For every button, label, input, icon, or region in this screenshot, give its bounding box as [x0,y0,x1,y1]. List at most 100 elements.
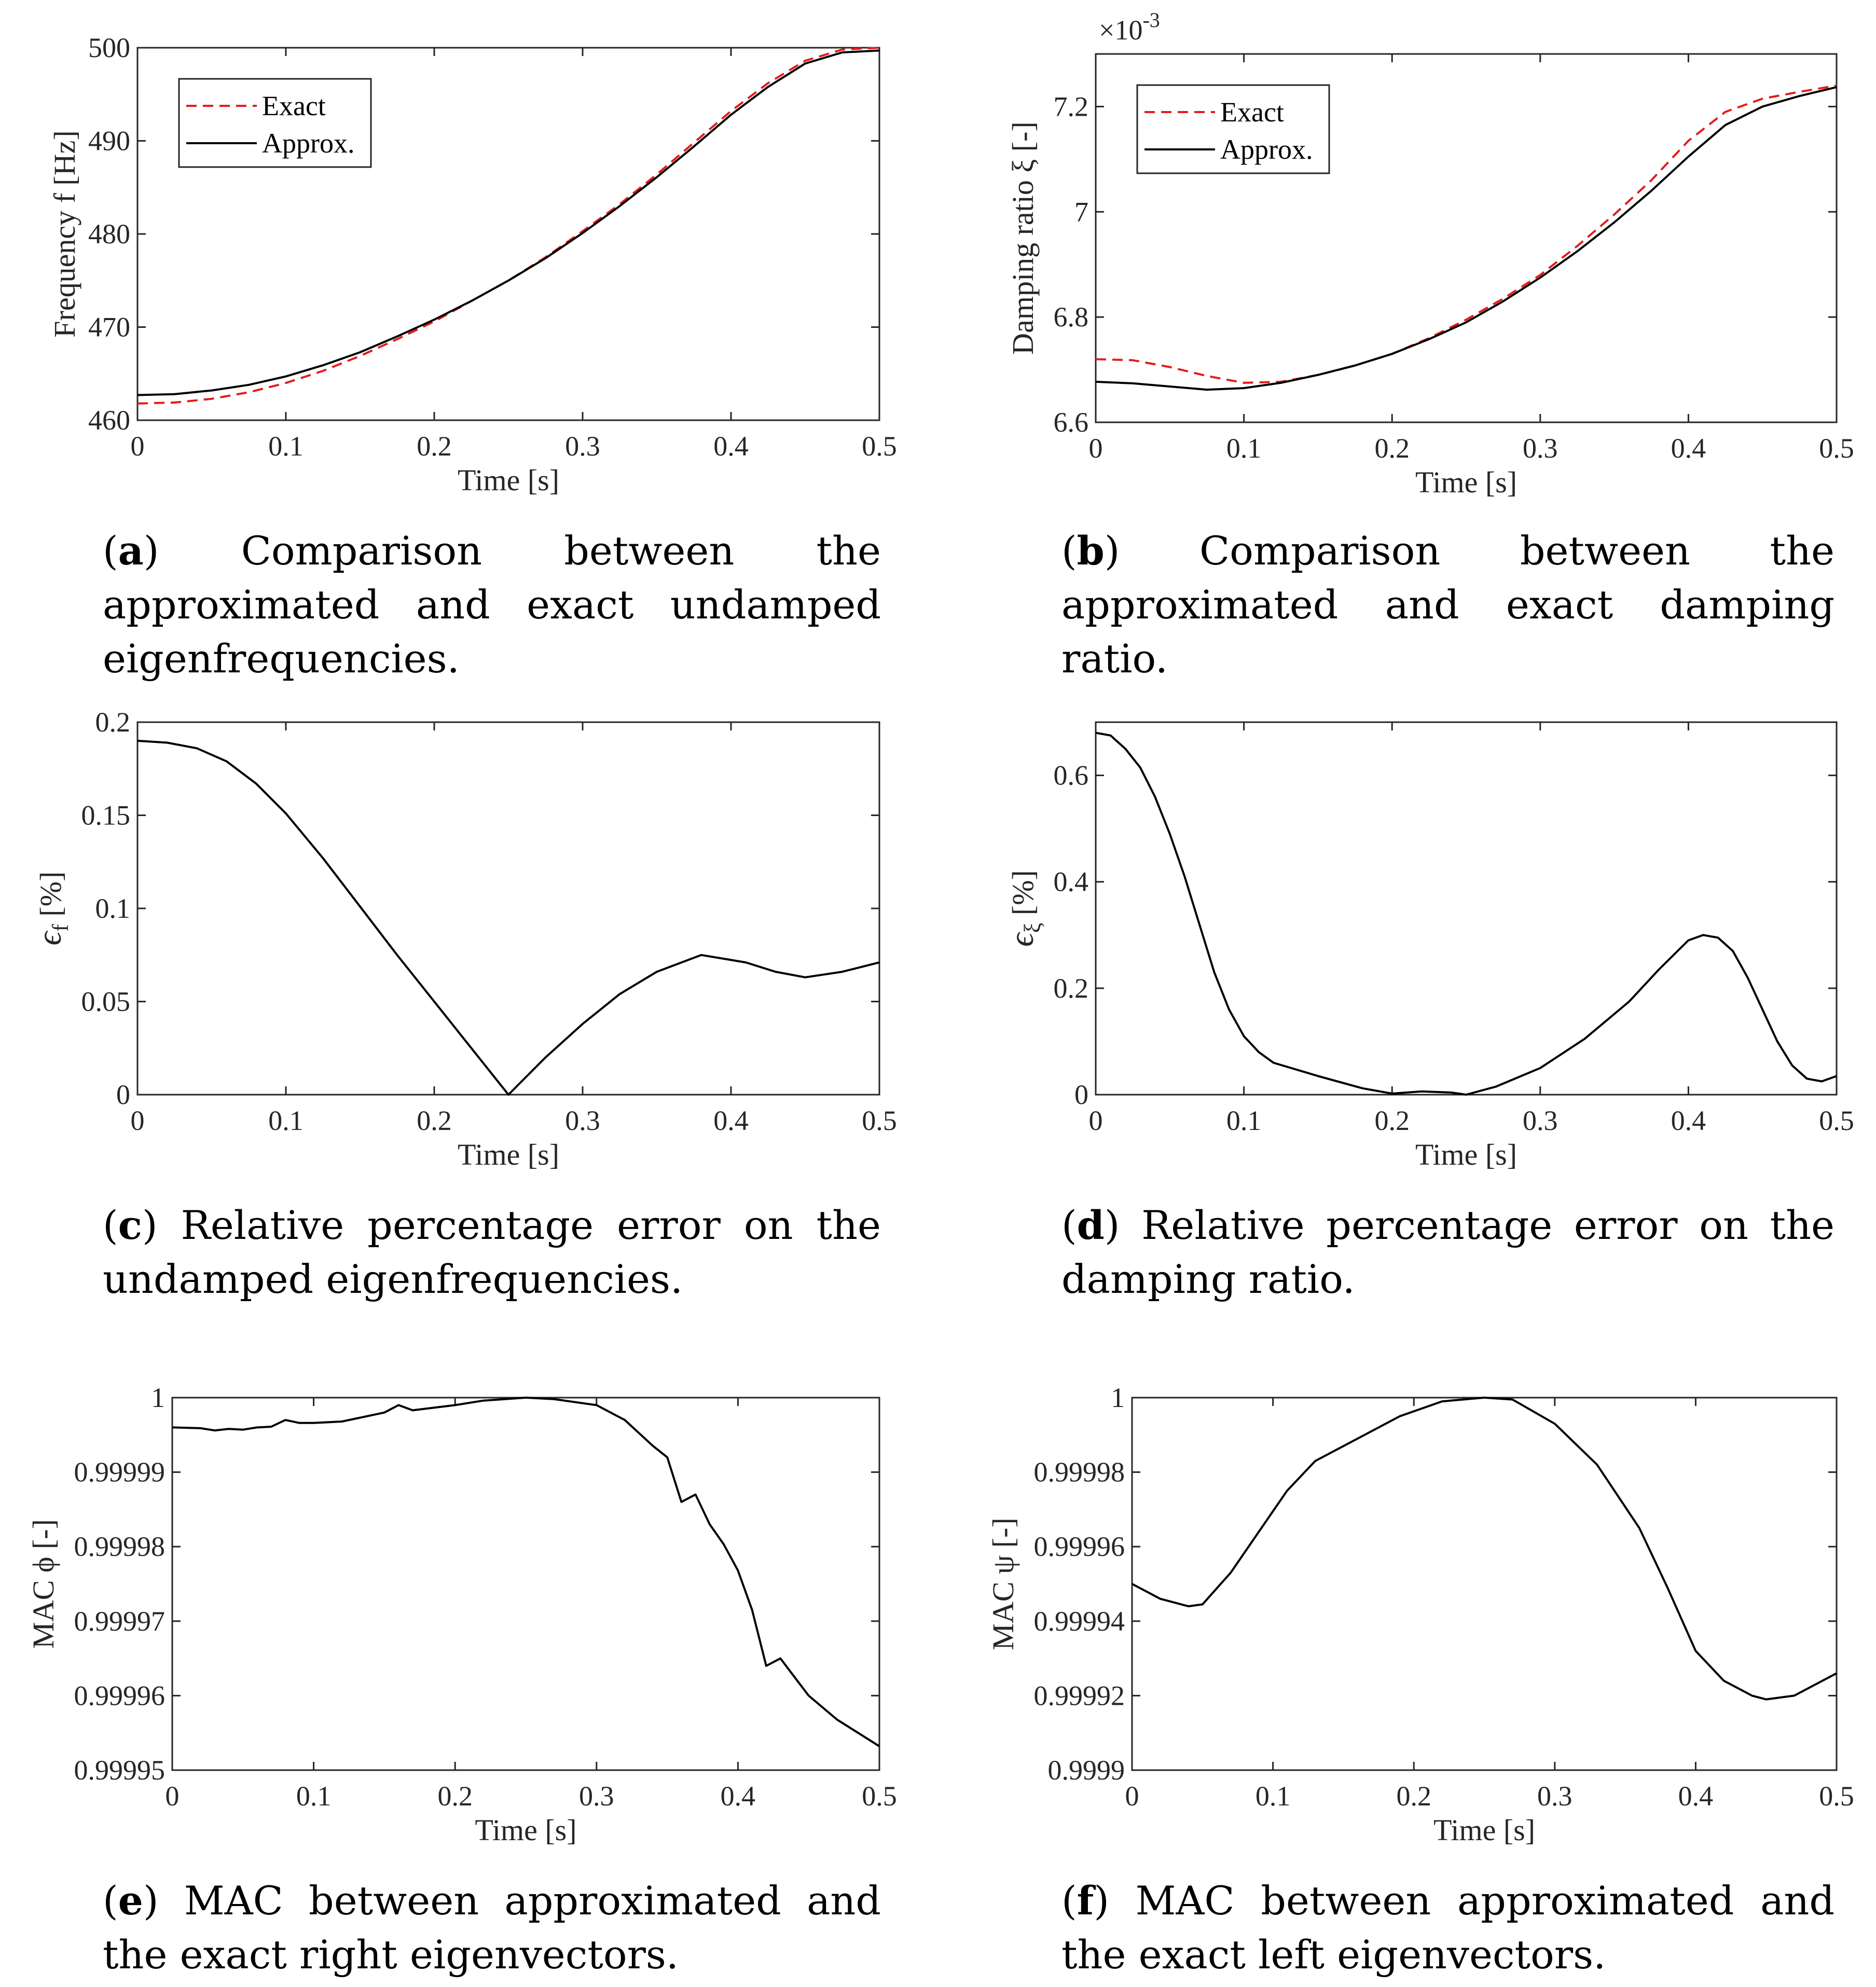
x-tick-label: 0.5 [1819,433,1854,464]
x-tick-label: 0.3 [1537,1781,1572,1812]
legend-box [178,78,372,168]
legend-entry: Exact [262,90,326,121]
y-tick-label: 1 [151,1382,165,1413]
x-tick-label: 0.3 [565,431,600,462]
x-tick-label: 0.3 [1523,1105,1558,1136]
caption-a: (a) Comparison between the approximated … [103,528,881,682]
x-axis-label: Time [s] [1415,1138,1517,1171]
caption-text: MAC between approximated and the exact l… [1061,1878,1834,1978]
caption-f: (f) MAC between approximated and the exa… [1061,1878,1834,1978]
y-axis-label: Damping ratio ξ [-] [1006,121,1040,354]
x-axis-label: Time [s] [458,463,559,497]
axes-box [1095,721,1838,1096]
y-tick-label: 490 [88,126,130,157]
caption-label: d [1077,1202,1105,1248]
x-tick-label: 0.4 [1671,1105,1706,1136]
x-tick-label: 0.4 [721,1781,756,1812]
chart-e: 0 0.1 0.2 0.3 0.4 0.5 0.99995 0.99996 0.99997 0.9… [26,1382,897,1847]
y-axis-label: ϵξ [%] [1003,870,1045,947]
y-axis-label: MAC ϕ [-] [26,1519,60,1649]
axes-box [1095,53,1838,423]
y-exponent: ×10-3 [1099,8,1160,46]
x-tick-label: 0.4 [713,431,749,462]
caption-label: e [118,1878,144,1924]
y-tick-label: 6.6 [1054,407,1089,438]
x-tick-label: 0.5 [862,1781,897,1812]
x-tick-label: 0 [1089,1105,1103,1136]
x-tick-label: 0 [131,1105,145,1136]
y-tick-label: 0.99997 [74,1606,165,1637]
x-tick-label: 0.1 [1226,1105,1262,1136]
x-tick-label: 0 [165,1781,180,1812]
chart-f: 0 0.1 0.2 0.3 0.4 0.5 0.9999 0.99992 0.99994 0.99… [986,1382,1854,1847]
y-tick-label: 470 [88,312,130,343]
y-tick-label: 0 [1074,1079,1088,1110]
caption-label: c [118,1202,142,1248]
y-tick-label: 0.99998 [1034,1457,1125,1488]
y-tick-label: 460 [88,405,130,436]
series-line-approx [1095,86,1837,391]
y-tick-label: 0.99995 [74,1755,165,1786]
x-tick-label: 0.1 [296,1781,332,1812]
y-tick-label: 0.99998 [74,1531,165,1562]
series-line-main [137,739,880,1096]
legend-box [1136,84,1330,174]
x-tick-label: 0.2 [1374,433,1410,464]
caption-text: Relative percentage error on the damping… [1061,1202,1834,1302]
legend-entry: Exact [1220,96,1284,128]
y-tick-label: 0.15 [81,800,131,831]
y-axis-label: Frequency f [Hz] [48,130,81,337]
x-tick-label: 0.3 [565,1105,600,1136]
y-tick-label: 0 [116,1079,130,1110]
legend-entry: Approx. [262,128,354,159]
series-line-main [172,1397,880,1747]
y-tick-label: 0.99996 [74,1680,165,1711]
y-axis-label: ϵf [%] [31,872,73,946]
y-tick-label: 0.99992 [1034,1680,1125,1711]
x-tick-label: 0.4 [1678,1781,1714,1812]
x-tick-label: 0.1 [268,431,304,462]
y-tick-label: 0.6 [1054,760,1089,791]
caption-text: Comparison between the approximated and … [103,528,881,682]
y-tick-label: 0.99999 [74,1457,165,1488]
y-tick-label: 0.2 [95,707,131,738]
y-tick-label: 0.99996 [1034,1531,1125,1562]
x-tick-label: 0.2 [417,431,452,462]
x-tick-label: 0.5 [1819,1781,1854,1812]
x-tick-label: 0.2 [1396,1781,1431,1812]
axes-box [136,721,880,1096]
caption-d: (d) Relative percentage error on the dam… [1061,1202,1834,1302]
chart-d: 0 0.1 0.2 0.3 0.4 0.5 0 0.2 0.4 0.6 Time [s] ϵξ [%] [1003,721,1854,1171]
series-line-main [1132,1397,1837,1701]
caption-label: a [118,528,144,574]
x-tick-label: 0.2 [417,1105,452,1136]
x-tick-label: 0.4 [713,1105,749,1136]
series-line-approx [137,49,880,396]
y-tick-label: 0.9999 [1048,1755,1125,1786]
x-axis-label: Time [s] [458,1138,559,1171]
x-tick-label: 0.2 [1374,1105,1410,1136]
y-tick-label: 1 [1111,1382,1125,1413]
caption-text: Comparison between the approximated and … [1061,528,1834,682]
x-tick-label: 0 [1089,433,1103,464]
x-tick-label: 0.3 [579,1781,614,1812]
y-tick-label: 7.2 [1054,91,1089,122]
x-tick-label: 0.1 [1226,433,1262,464]
caption-b: (b) Comparison between the approximated … [1061,528,1834,682]
x-tick-label: 0.4 [1671,433,1706,464]
y-axis-label: MAC ψ [-] [986,1517,1020,1650]
chart-a: 0 0.1 0.2 0.3 0.4 0.5 460 470 480 490 500 Time [s] F… [48,32,897,497]
x-tick-label: 0.5 [862,431,897,462]
series-line-main [1095,732,1837,1096]
series-line-exact [137,47,880,405]
y-tick-label: 0.99994 [1034,1606,1125,1637]
x-tick-label: 0.3 [1523,433,1558,464]
x-tick-label: 0.2 [437,1781,473,1812]
x-axis-label: Time [s] [1433,1813,1535,1847]
y-tick-label: 0.1 [95,893,131,924]
chart-b: 0 0.1 0.2 0.3 0.4 0.5 6.6 6.8 7 7.2 Time [s] Dampin… [1006,8,1854,499]
x-tick-label: 0.1 [1256,1781,1291,1812]
x-tick-label: 0.1 [268,1105,304,1136]
